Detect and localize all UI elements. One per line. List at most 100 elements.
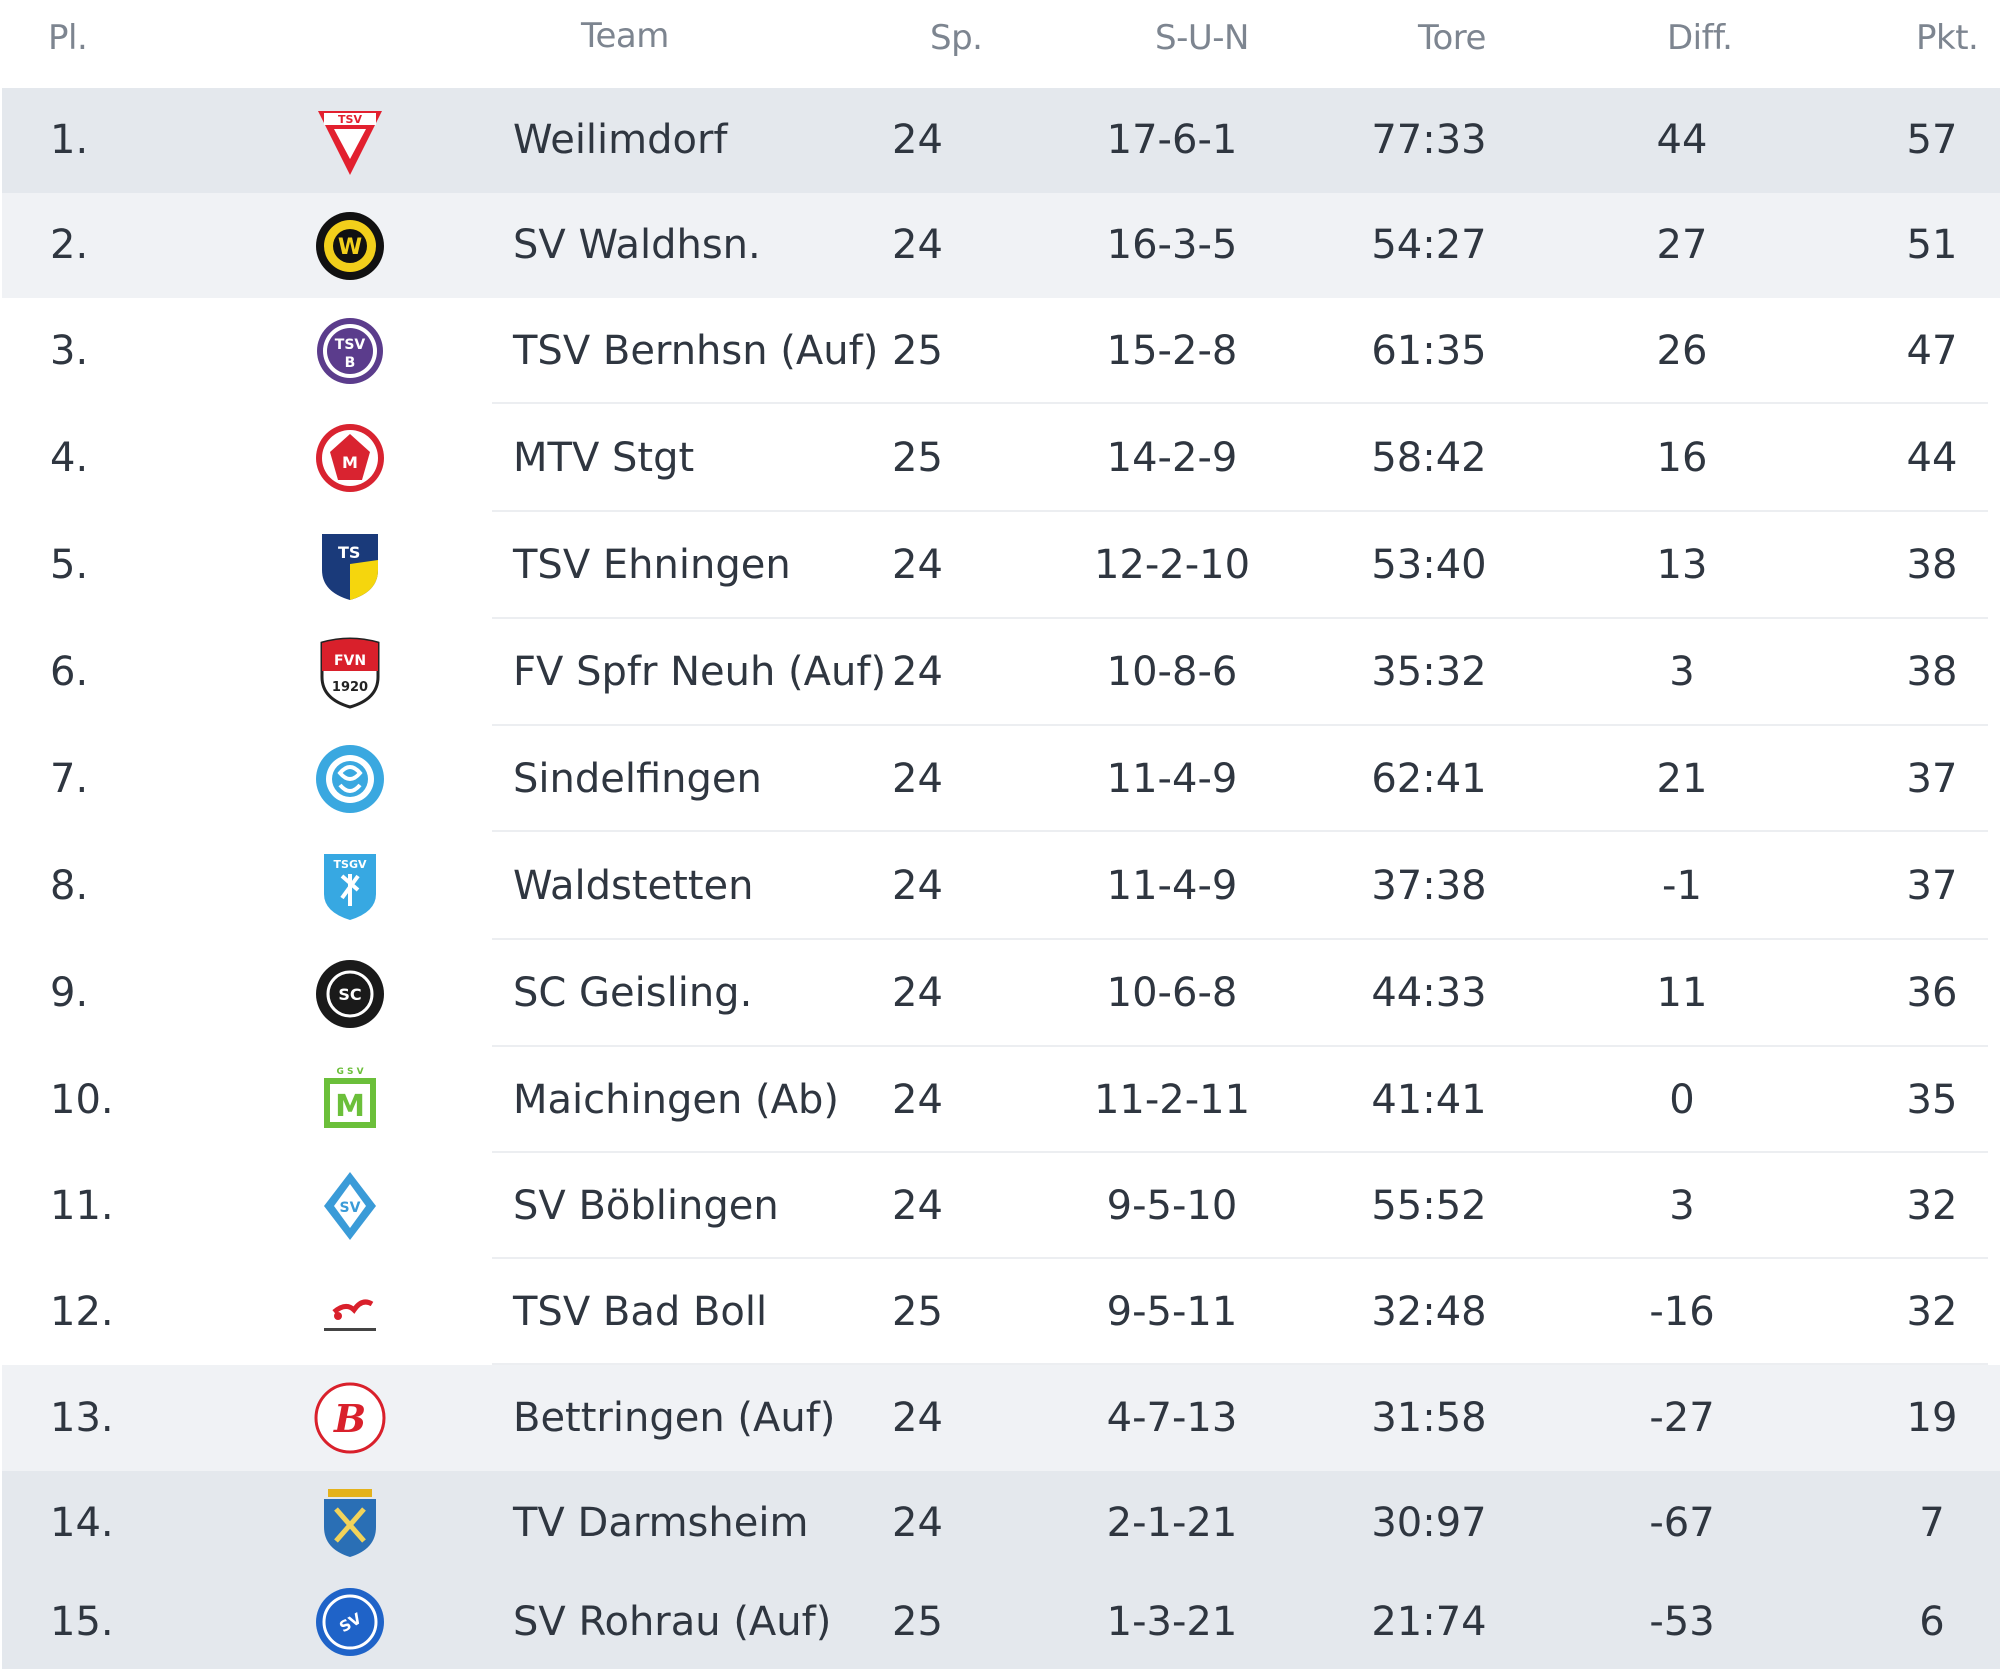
place-cell: 12. [50, 1289, 114, 1335]
header-goals[interactable]: Tore [1418, 18, 1486, 58]
team-name[interactable]: SV Waldhsn. [513, 222, 761, 268]
table-row[interactable]: 12. TSV Bad Boll 25 9-5-11 32:48 -16 32 [2, 1259, 2000, 1365]
points-cell: 57 [1906, 117, 1958, 163]
goals-cell: 44:33 [1371, 970, 1487, 1016]
goal-difference-cell: -16 [1649, 1289, 1715, 1335]
header-goal-difference[interactable]: Diff. [1667, 18, 1733, 58]
points-cell: 35 [1906, 1077, 1958, 1123]
wins-draws-losses-cell: 11-2-11 [1093, 1077, 1251, 1123]
header-games[interactable]: Sp. [930, 18, 983, 58]
games-cell: 24 [892, 222, 943, 268]
table-row[interactable]: 13. Bettringen (Auf) 24 4-7-13 31:58 -27 19 B [2, 1365, 2000, 1471]
table-row[interactable]: 4. MTV Stgt 25 14-2-9 58:42 16 44 M [2, 404, 2000, 512]
mtv-stuttgart-logo: M [314, 422, 386, 494]
goals-cell: 35:32 [1371, 649, 1487, 695]
team-name[interactable]: TV Darmsheim [513, 1500, 809, 1546]
table-row[interactable]: 15. SV Rohrau (Auf) 25 1-3-21 21:74 -53 6 SV [2, 1575, 2000, 1669]
sv-boeblingen-logo: SV [314, 1170, 386, 1242]
team-name[interactable]: SV Böblingen [513, 1183, 779, 1229]
goals-cell: 54:27 [1371, 222, 1487, 268]
header-team[interactable]: Team [581, 16, 669, 56]
games-cell: 25 [892, 328, 943, 374]
games-cell: 24 [892, 863, 943, 909]
svg-text:M: M [342, 453, 358, 472]
team-name[interactable]: TSV Bad Boll [513, 1289, 768, 1335]
table-row[interactable]: 10. Maichingen (Ab) 24 11-2-11 41:41 0 35 G S V… [2, 1047, 2000, 1153]
team-name[interactable]: Maichingen (Ab) [513, 1077, 839, 1123]
games-cell: 24 [892, 1395, 943, 1441]
goal-difference-cell: 3 [1669, 649, 1695, 695]
points-cell: 47 [1906, 328, 1958, 374]
wins-draws-losses-cell: 17-6-1 [1106, 117, 1238, 163]
team-name[interactable]: MTV Stgt [513, 435, 695, 481]
goals-cell: 53:40 [1371, 542, 1487, 588]
wins-draws-losses-cell: 15-2-8 [1106, 328, 1238, 374]
team-name[interactable]: Sindelfingen [513, 756, 762, 802]
team-name[interactable]: TSV Ehningen [513, 542, 791, 588]
header-wins-draws-losses[interactable]: S-U-N [1155, 18, 1249, 58]
games-cell: 24 [892, 649, 943, 695]
table-row[interactable]: 11. SV Böblingen 24 9-5-10 55:52 3 32 SV [2, 1153, 2000, 1259]
svg-text:FVN: FVN [334, 653, 366, 669]
sc-geislingen-logo: SC [314, 958, 386, 1030]
wins-draws-losses-cell: 4-7-13 [1106, 1395, 1238, 1441]
goal-difference-cell: 0 [1669, 1077, 1695, 1123]
wins-draws-losses-cell: 1-3-21 [1106, 1599, 1238, 1645]
goal-difference-cell: -27 [1649, 1395, 1715, 1441]
table-row[interactable]: 3. TSV Bernhsn (Auf) 25 15-2-8 61:35 26 47 TSV B [2, 298, 2000, 404]
svg-text:B: B [333, 1396, 366, 1441]
table-row[interactable]: 6. FV Spfr Neuh (Auf) 24 10-8-6 35:32 3 38 FVN 1… [2, 619, 2000, 726]
header-place[interactable]: Pl. [48, 18, 88, 58]
wins-draws-losses-cell: 11-4-9 [1106, 756, 1238, 802]
team-name[interactable]: Waldstetten [513, 863, 754, 909]
place-cell: 11. [50, 1183, 114, 1229]
place-cell: 6. [50, 649, 89, 695]
games-cell: 24 [892, 756, 943, 802]
points-cell: 32 [1906, 1289, 1958, 1335]
table-row[interactable]: 8. Waldstetten 24 11-4-9 37:38 -1 37 TSGV [2, 832, 2000, 940]
points-cell: 6 [1919, 1599, 1945, 1645]
goal-difference-cell: 21 [1656, 756, 1708, 802]
svg-text:1920: 1920 [332, 680, 368, 695]
table-row[interactable]: 2. SV Waldhsn. 24 16-3-5 54:27 27 51 W [2, 193, 2000, 298]
row-divider [492, 1257, 1988, 1259]
wins-draws-losses-cell: 9-5-10 [1106, 1183, 1238, 1229]
svg-text:SV: SV [340, 1200, 361, 1216]
table-row[interactable]: 7. Sindelfingen 24 11-4-9 62:41 21 37 [2, 726, 2000, 832]
team-name[interactable]: SC Geisling. [513, 970, 753, 1016]
team-name[interactable]: FV Spfr Neuh (Auf) [513, 649, 887, 695]
points-cell: 7 [1919, 1500, 1945, 1546]
table-row[interactable]: 14. TV Darmsheim 24 2-1-21 30:97 -67 7 [2, 1471, 2000, 1575]
place-cell: 14. [50, 1500, 114, 1546]
goal-difference-cell: -1 [1662, 863, 1702, 909]
svg-text:TSGV: TSGV [334, 858, 367, 871]
place-cell: 2. [50, 222, 89, 268]
header-points[interactable]: Pkt. [1916, 18, 1979, 58]
team-name[interactable]: TSV Bernhsn (Auf) [513, 328, 879, 374]
wins-draws-losses-cell: 16-3-5 [1106, 222, 1238, 268]
games-cell: 24 [892, 970, 943, 1016]
games-cell: 25 [892, 1289, 943, 1335]
goals-cell: 31:58 [1371, 1395, 1487, 1441]
svg-text:TSV: TSV [335, 337, 366, 353]
table-row[interactable]: 5. TSV Ehningen 24 12-2-10 53:40 13 38 TS [2, 512, 2000, 619]
team-name[interactable]: Bettringen (Auf) [513, 1395, 836, 1441]
wins-draws-losses-cell: 9-5-11 [1106, 1289, 1238, 1335]
wins-draws-losses-cell: 10-6-8 [1106, 970, 1238, 1016]
svg-text:B: B [345, 355, 356, 371]
games-cell: 24 [892, 1500, 943, 1546]
row-divider [492, 1363, 1988, 1365]
place-cell: 8. [50, 863, 89, 909]
games-cell: 24 [892, 542, 943, 588]
team-name[interactable]: Weilimdorf [513, 117, 728, 163]
place-cell: 9. [50, 970, 89, 1016]
team-name[interactable]: SV Rohrau (Auf) [513, 1599, 832, 1645]
table-row[interactable]: 9. SC Geisling. 24 10-6-8 44:33 11 36 SC [2, 940, 2000, 1047]
games-cell: 24 [892, 1183, 943, 1229]
goals-cell: 58:42 [1371, 435, 1487, 481]
bettringen-logo: B [314, 1382, 386, 1454]
row-divider [492, 1151, 1988, 1153]
goals-cell: 41:41 [1371, 1077, 1487, 1123]
tsv-ehningen-logo: TS [314, 530, 386, 602]
table-row[interactable]: 1. Weilimdorf 24 17-6-1 77:33 44 57 TSV [2, 88, 2000, 193]
